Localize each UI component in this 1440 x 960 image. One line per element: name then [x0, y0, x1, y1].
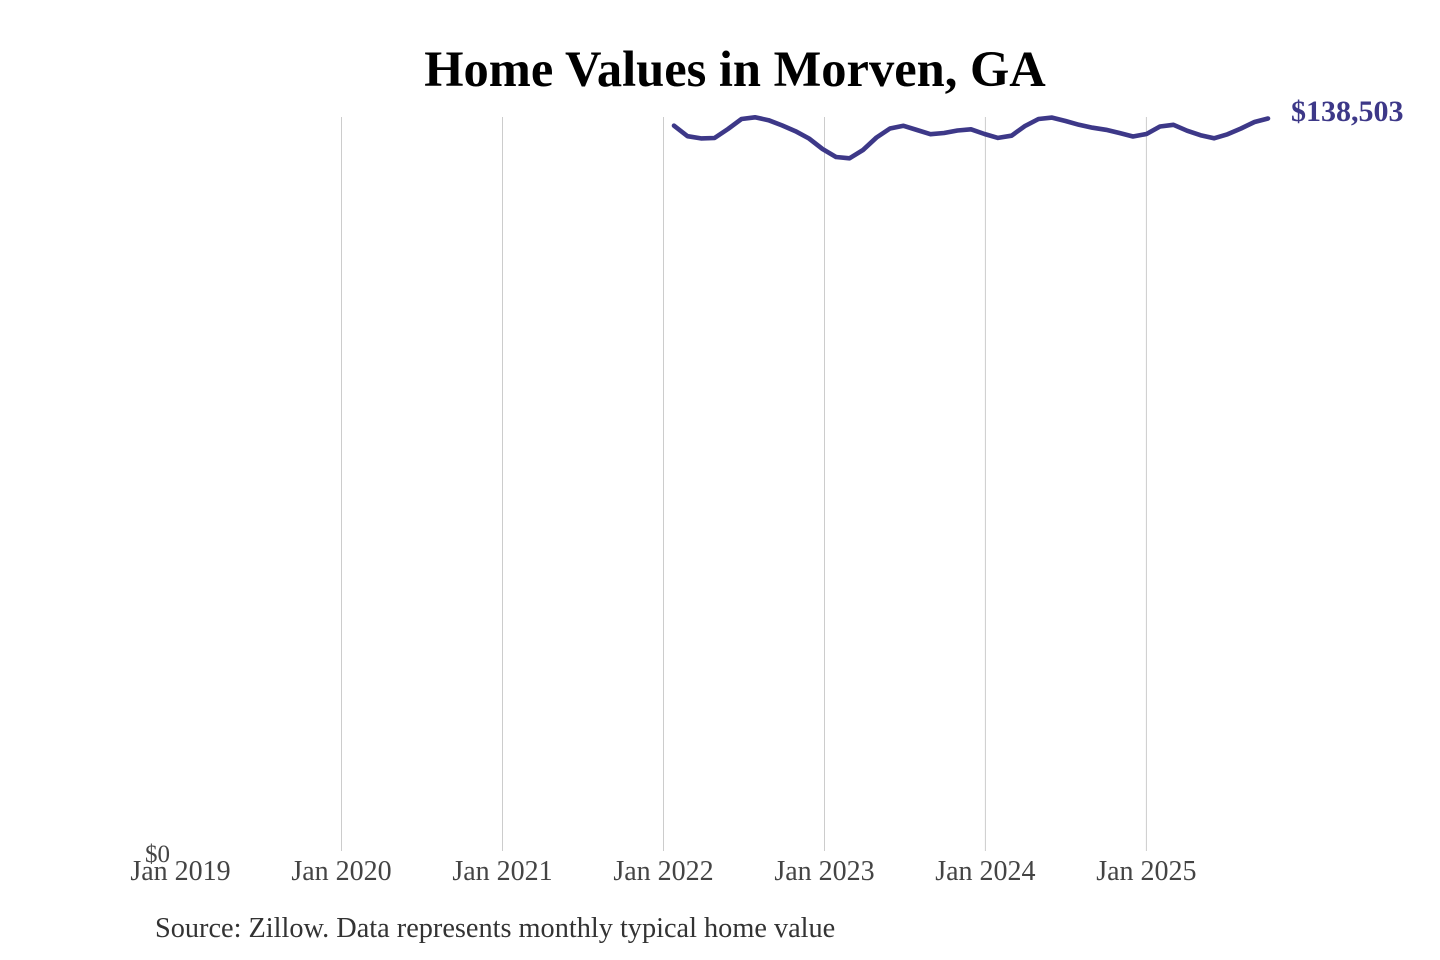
svg-text:Jan 2019: Jan 2019 [130, 856, 230, 887]
svg-text:Home Values in Morven, GA: Home Values in Morven, GA [424, 41, 1046, 97]
svg-text:Jan 2025: Jan 2025 [1096, 856, 1196, 887]
svg-text:Jan 2023: Jan 2023 [774, 856, 874, 887]
svg-text:Source: Zillow. Data represent: Source: Zillow. Data represents monthly … [155, 913, 835, 944]
svg-text:$0: $0 [145, 841, 170, 868]
svg-text:$138,503: $138,503 [1291, 95, 1404, 128]
svg-text:Jan 2024: Jan 2024 [935, 856, 1035, 887]
svg-text:Jan 2020: Jan 2020 [291, 856, 391, 887]
svg-text:Jan 2022: Jan 2022 [613, 856, 713, 887]
svg-text:Jan 2021: Jan 2021 [452, 856, 552, 887]
